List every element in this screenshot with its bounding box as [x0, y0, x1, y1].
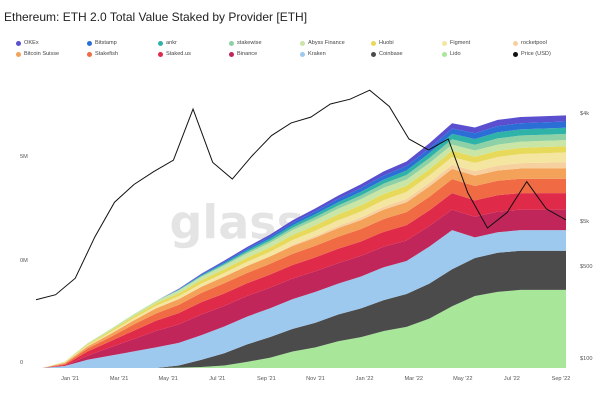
legend-swatch [158, 51, 163, 57]
legend-label: Abyss Finance [308, 40, 345, 46]
legend-item-huobi[interactable]: Huobi [371, 40, 394, 46]
legend-item-ankr[interactable]: ankr [158, 40, 177, 46]
chart-title: Ethereum: ETH 2.0 Total Value Staked by … [4, 10, 308, 24]
legend-label: rocketpool [521, 40, 547, 46]
legend-item-lido[interactable]: Lido [442, 51, 461, 57]
x-tick-label: Sep '21 [257, 376, 276, 382]
legend-swatch [371, 40, 376, 46]
legend-label: stakewise [237, 40, 262, 46]
legend-item-price-usd[interactable]: Price (USD) [513, 51, 551, 57]
legend-item-kraken[interactable]: Kraken [300, 51, 326, 57]
legend-label: Staked.us [166, 51, 191, 57]
legend-swatch [513, 40, 518, 46]
legend-label: OKEx [24, 40, 39, 46]
legend-item-abyss-finance[interactable]: Abyss Finance [300, 40, 345, 46]
legend-label: Bitcoin Suisse [24, 51, 60, 57]
y-tick-label-right: $100 [580, 356, 592, 362]
legend-label: Bitstamp [95, 40, 117, 46]
legend-swatch [87, 51, 92, 57]
area-series-kraken[interactable] [42, 230, 566, 368]
legend-item-stakewise[interactable]: stakewise [229, 40, 262, 46]
legend-label: Huobi [379, 40, 394, 46]
x-tick-label: Nov '21 [306, 376, 325, 382]
legend-swatch [513, 51, 518, 57]
y-tick-label-right: $500 [580, 264, 592, 270]
legend-swatch [300, 51, 305, 57]
legend-swatch [87, 40, 92, 46]
x-tick-label: May '22 [453, 376, 472, 382]
y-tick-label-right: $4k [580, 111, 589, 117]
legend-swatch [300, 40, 305, 46]
legend-label: Kraken [308, 51, 326, 57]
y-tick-label-left: 0M [20, 258, 28, 264]
legend-swatch [229, 51, 234, 57]
legend: OKEx Bitstamp ankr stakewise Abyss Finance Hu… [16, 40, 586, 76]
legend-swatch [442, 40, 447, 46]
legend-item-bitstamp[interactable]: Bitstamp [87, 40, 117, 46]
x-tick-label: Jul '21 [209, 376, 225, 382]
legend-label: ankr [166, 40, 177, 46]
legend-label: Coinbase [379, 51, 403, 57]
legend-label: Price (USD) [521, 51, 551, 57]
legend-swatch [442, 51, 447, 57]
x-tick-label: May '21 [158, 376, 177, 382]
legend-item-coinbase[interactable]: Coinbase [371, 51, 403, 57]
legend-item-rocketpool[interactable]: rocketpool [513, 40, 547, 46]
legend-swatch [16, 40, 21, 46]
y-tick-label-right: $5k [580, 219, 589, 225]
legend-label: Stakefish [95, 51, 119, 57]
legend-item-figment[interactable]: Figment [442, 40, 470, 46]
legend-label: Figment [450, 40, 471, 46]
area-series-binance[interactable] [42, 209, 566, 368]
x-tick-label: Mar '21 [110, 376, 128, 382]
area-series-lido[interactable] [42, 289, 566, 368]
area-series-coinbase[interactable] [42, 250, 566, 368]
legend-swatch [229, 40, 234, 46]
legend-item-stakefish[interactable]: Stakefish [87, 51, 118, 57]
x-tick-label: Mar '22 [404, 376, 422, 382]
legend-item-bitcoin-suisse[interactable]: Bitcoin Suisse [16, 51, 59, 57]
x-tick-label: Jan '21 [61, 376, 79, 382]
price-line[interactable] [35, 89, 567, 301]
legend-swatch [16, 51, 21, 57]
y-tick-label-left: 0 [20, 360, 23, 366]
x-tick-label: Sep '22 [552, 376, 571, 382]
legend-swatch [158, 40, 163, 46]
legend-item-binance[interactable]: Binance [229, 51, 257, 57]
legend-label: Binance [237, 51, 258, 57]
legend-swatch [371, 51, 376, 57]
y-tick-label-left: 5M [20, 154, 28, 160]
x-tick-label: Jan '22 [356, 376, 374, 382]
x-tick-label: Jul '22 [504, 376, 520, 382]
legend-item-okex[interactable]: OKEx [16, 40, 39, 46]
legend-item-staked-us[interactable]: Staked.us [158, 51, 191, 57]
legend-label: Lido [450, 51, 461, 57]
area-series-staked-us[interactable] [42, 193, 566, 368]
